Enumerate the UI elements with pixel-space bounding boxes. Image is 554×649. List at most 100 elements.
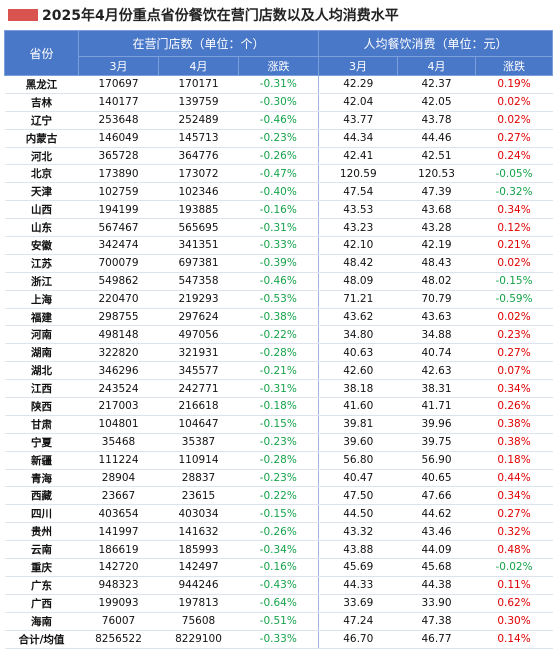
- value-cell: 44.50: [318, 504, 398, 524]
- value-cell: 186619: [78, 540, 159, 560]
- value-cell: -0.39%: [238, 254, 319, 273]
- province-cell: 天津: [4, 182, 79, 202]
- value-cell: 42.29: [318, 75, 398, 94]
- value-cell: 42.37: [397, 75, 476, 94]
- province-cell: 广东: [4, 576, 79, 595]
- value-cell: 42.04: [318, 93, 398, 112]
- value-cell: -0.33%: [238, 630, 319, 649]
- value-cell: 48.42: [318, 254, 398, 273]
- value-cell: 346296: [78, 361, 159, 381]
- value-cell: 0.11%: [475, 576, 553, 595]
- value-cell: -0.23%: [238, 433, 319, 452]
- title: 2025年4月份重点省份餐饮在营门店数以及人均消费水平: [42, 8, 399, 24]
- value-cell: 345577: [158, 361, 239, 381]
- value-cell: 253648: [78, 111, 159, 130]
- table-row: 西藏 23667 23615 -0.22% 47.50 47.66 0.34%: [4, 486, 553, 506]
- table-row: 上海 220470 219293 -0.53% 71.21 70.79 -0.59%: [4, 290, 553, 309]
- value-cell: 40.65: [397, 469, 476, 488]
- value-cell: 199093: [78, 594, 159, 613]
- table-row: 海南 76007 75608 -0.51% 47.24 47.38 0.30%: [4, 612, 553, 631]
- value-cell: 47.54: [318, 182, 398, 202]
- value-cell: 0.23%: [475, 325, 553, 345]
- province-cell: 河南: [4, 325, 79, 345]
- value-cell: 0.32%: [475, 522, 553, 542]
- value-cell: 47.66: [397, 486, 476, 506]
- table-row: 青海 28904 28837 -0.23% 40.47 40.65 0.44%: [4, 469, 553, 488]
- value-cell: 42.19: [397, 236, 476, 255]
- value-cell: 0.30%: [475, 612, 553, 631]
- table: 省份 在营门店数（单位：个） 人均餐饮消费（单位：元） 3月 4月 涨跌 3月 4月 涨跌…: [4, 30, 554, 649]
- table-row: 贵州 141997 141632 -0.26% 43.32 43.46 0.32%: [4, 522, 553, 542]
- table-row: 四川 403654 403034 -0.15% 44.50 44.62 0.27%: [4, 504, 553, 524]
- value-cell: -0.33%: [238, 236, 319, 255]
- table-row: 合计/均值 8256522 8229100 -0.33% 46.70 46.77 0.14%: [4, 630, 553, 649]
- value-cell: -0.15%: [475, 272, 553, 291]
- province-cell: 河北: [4, 147, 79, 166]
- value-cell: -0.34%: [238, 540, 319, 560]
- value-cell: 39.96: [397, 415, 476, 434]
- value-cell: 70.79: [397, 290, 476, 309]
- header-row: 省份 在营门店数（单位：个） 人均餐饮消费（单位：元）: [4, 30, 554, 76]
- value-cell: 252489: [158, 111, 239, 130]
- value-cell: -0.23%: [238, 129, 319, 148]
- value-cell: 341351: [158, 236, 239, 255]
- value-cell: 0.26%: [475, 397, 553, 416]
- table-row: 内蒙古 146049 145713 -0.23% 44.34 44.46 0.27%: [4, 129, 553, 148]
- value-cell: 120.53: [397, 164, 476, 184]
- value-cell: 28837: [158, 469, 239, 488]
- table-row: 黑龙江 170697 170171 -0.31% 42.29 42.37 0.19%: [4, 75, 553, 94]
- value-cell: -0.31%: [238, 379, 319, 399]
- table-row: 湖北 346296 345577 -0.21% 42.60 42.63 0.07%: [4, 361, 553, 381]
- value-cell: 139759: [158, 93, 239, 112]
- value-cell: -0.16%: [238, 200, 319, 220]
- value-cell: 43.28: [397, 218, 476, 238]
- value-cell: 42.63: [397, 361, 476, 381]
- value-cell: 42.05: [397, 93, 476, 112]
- table-row: 广西 199093 197813 -0.64% 33.69 33.90 0.62%: [4, 594, 553, 613]
- province-cell: 上海: [4, 290, 79, 309]
- province-cell: 江苏: [4, 254, 79, 273]
- value-cell: -0.26%: [238, 147, 319, 166]
- value-cell: 0.48%: [475, 540, 553, 560]
- province-cell: 广西: [4, 594, 79, 613]
- value-cell: 41.60: [318, 397, 398, 416]
- value-cell: 44.34: [318, 129, 398, 148]
- value-cell: -0.43%: [238, 576, 319, 595]
- province-cell: 重庆: [4, 558, 79, 577]
- table-row: 新疆 111224 110914 -0.28% 56.80 56.90 0.18%: [4, 451, 553, 470]
- province-cell: 海南: [4, 612, 79, 631]
- table-row: 重庆 142720 142497 -0.16% 45.69 45.68 -0.02%: [4, 558, 553, 577]
- value-cell: 47.38: [397, 612, 476, 631]
- value-cell: 0.02%: [475, 111, 553, 130]
- table-row: 湖南 322820 321931 -0.28% 40.63 40.74 0.27%: [4, 343, 553, 363]
- value-cell: -0.32%: [475, 182, 553, 202]
- value-cell: 42.10: [318, 236, 398, 255]
- value-cell: 0.44%: [475, 469, 553, 488]
- value-cell: -0.59%: [475, 290, 553, 309]
- value-cell: 48.09: [318, 272, 398, 291]
- province-cell: 山东: [4, 218, 79, 238]
- value-cell: 43.88: [318, 540, 398, 560]
- value-cell: 44.62: [397, 504, 476, 524]
- table-row: 山西 194199 193885 -0.16% 43.53 43.68 0.34%: [4, 200, 553, 220]
- value-cell: 56.80: [318, 451, 398, 470]
- value-cell: 216618: [158, 397, 239, 416]
- value-cell: 0.38%: [475, 433, 553, 452]
- table-row: 山东 567467 565695 -0.31% 43.23 43.28 0.12%: [4, 218, 553, 238]
- value-cell: -0.23%: [238, 469, 319, 488]
- subheader-cell: 涨跌: [475, 56, 554, 76]
- value-cell: 0.18%: [475, 451, 553, 470]
- value-cell: 0.38%: [475, 415, 553, 434]
- province-cell: 浙江: [4, 272, 79, 291]
- table-row: 云南 186619 185993 -0.34% 43.88 44.09 0.48%: [4, 540, 553, 560]
- table-row: 福建 298755 297624 -0.38% 43.62 43.63 0.02%: [4, 308, 553, 327]
- value-cell: 403654: [78, 504, 159, 524]
- value-cell: -0.28%: [238, 451, 319, 470]
- value-cell: 342474: [78, 236, 159, 255]
- subheader-cell: 涨跌: [237, 56, 320, 76]
- value-cell: 40.74: [397, 343, 476, 363]
- province-cell: 合计/均值: [4, 630, 79, 649]
- province-cell: 云南: [4, 540, 79, 560]
- value-cell: -0.51%: [238, 612, 319, 631]
